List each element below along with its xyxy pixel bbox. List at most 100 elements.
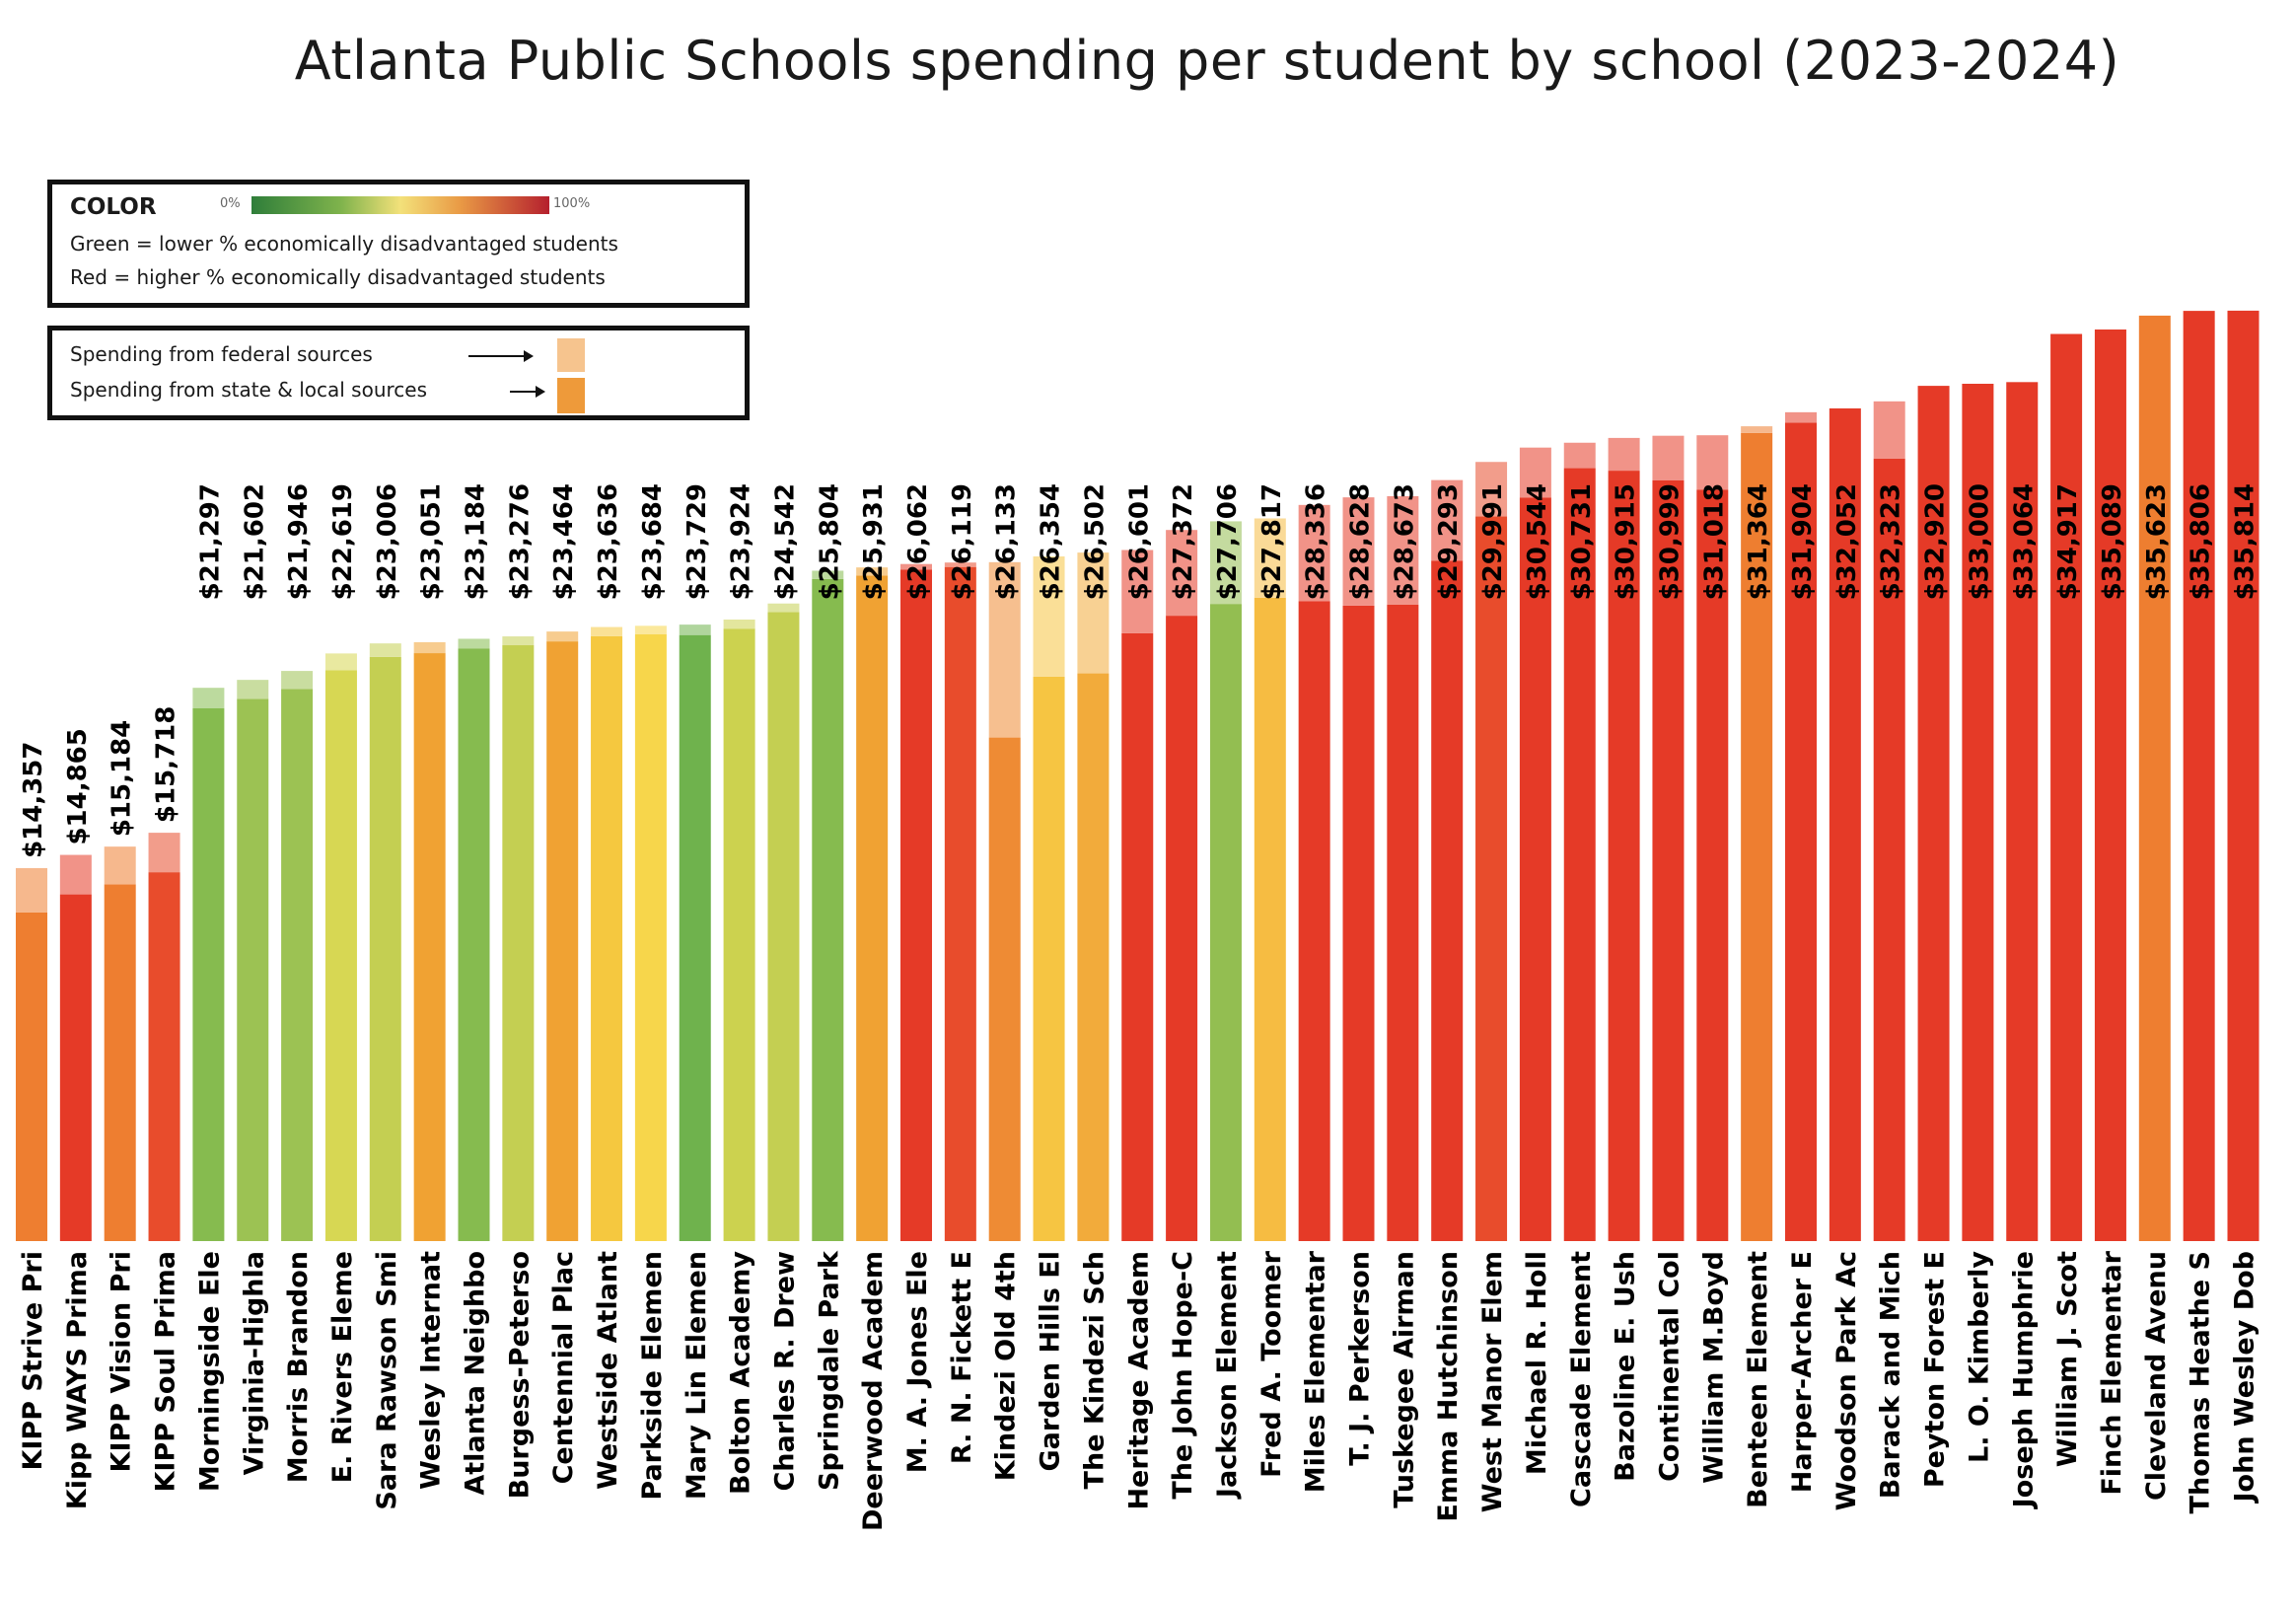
bar-value-label: $33,000 <box>1965 483 1994 600</box>
bar-value-label: $35,806 <box>2187 483 2216 600</box>
category-tick-label: E. Rivers Eleme <box>327 1251 358 1483</box>
bar-federal <box>900 563 932 570</box>
bar-value-label: $26,119 <box>948 483 977 600</box>
bar-federal <box>1077 552 1110 674</box>
bar-federal <box>767 603 800 613</box>
bar-state-local <box>1475 516 1508 1241</box>
bar-value-label: $29,991 <box>1478 483 1508 600</box>
bar-state-local <box>2138 315 2171 1241</box>
bar-state-local <box>59 894 92 1241</box>
bar-federal <box>1475 462 1508 517</box>
category-tick-label: John Wesley Dob <box>2230 1251 2260 1504</box>
bar-value-label: $15,184 <box>108 720 137 837</box>
bar-state-local <box>856 575 889 1241</box>
bar-value-label: $28,673 <box>1390 483 1419 600</box>
bar-state-local <box>192 707 225 1241</box>
bar-value-label: $32,052 <box>1832 483 1862 600</box>
bar-value-label: $27,817 <box>1257 483 1287 600</box>
category-tick-label: Barack and Mich <box>1876 1251 1906 1499</box>
color-scale-gradient <box>251 196 549 214</box>
bar-federal <box>237 680 269 699</box>
bar-federal <box>1696 435 1729 490</box>
bar-federal <box>1121 550 1154 633</box>
bar-state-local <box>1608 471 1640 1242</box>
category-tick-label: L. O. Kimberly <box>1964 1251 1994 1463</box>
bar-state-local <box>237 698 269 1241</box>
bar-federal <box>59 854 92 895</box>
bar-state-local <box>413 653 446 1241</box>
bar-state-local <box>281 689 314 1241</box>
bar-federal <box>679 624 711 635</box>
bar-value-label: $23,924 <box>727 483 756 600</box>
color-scale-max-label: 100% <box>553 196 591 211</box>
bar-federal <box>458 638 490 649</box>
bar-federal <box>502 636 535 646</box>
bar-federal <box>413 641 446 654</box>
category-tick-label: The John Hope-C <box>1168 1251 1198 1500</box>
bar-federal <box>812 570 844 579</box>
category-tick-label: R. N. Fickett E <box>947 1251 977 1464</box>
bar-federal <box>1608 437 1640 472</box>
bar-state-local <box>1431 560 1464 1241</box>
federal-legend-label: Spending from federal sources <box>70 342 373 366</box>
bar-federal <box>546 631 579 642</box>
category-tick-label: Thomas Heathe S <box>2186 1251 2216 1513</box>
source-legend: Spending from federal sources Spending f… <box>47 326 750 420</box>
category-tick-label: Harper-Archer E <box>1787 1251 1818 1493</box>
bar-state-local <box>2094 329 2126 1242</box>
category-tick-label: West Manor Elem <box>1477 1251 1508 1512</box>
category-tick-label: Fred A. Toomer <box>1256 1250 1287 1478</box>
bar-value-label: $23,006 <box>373 483 402 600</box>
bar-value-label: $14,357 <box>19 742 48 858</box>
bar-state-local <box>900 569 932 1241</box>
bar-federal <box>1519 447 1551 498</box>
bar-federal <box>1785 411 1817 423</box>
bar-value-label: $23,684 <box>638 483 668 600</box>
bar-federal <box>104 846 136 885</box>
bar-value-label: $23,184 <box>462 483 491 600</box>
bar-value-label: $29,293 <box>1434 483 1464 600</box>
bar-state-local <box>502 645 535 1241</box>
category-tick-label: Burgess-Peterso <box>504 1251 535 1499</box>
category-tick-label: Bolton Academy <box>726 1251 756 1495</box>
category-tick-label: Mary Lin Elemen <box>682 1251 712 1500</box>
category-tick-label: Benteen Element <box>1743 1251 1773 1508</box>
category-tick-label: Emma Hutchinson <box>1433 1251 1464 1522</box>
bar-state-local <box>148 872 180 1241</box>
bar-value-label: $21,297 <box>195 483 225 600</box>
bar-value-label: $24,542 <box>770 483 800 600</box>
bar-state-local <box>1563 468 1596 1241</box>
category-tick-label: Cleveland Avenu <box>2141 1251 2172 1501</box>
category-tick-label: KIPP Soul Prima <box>151 1251 181 1493</box>
bar-federal <box>988 561 1021 738</box>
bar-value-label: $15,718 <box>152 706 181 823</box>
bar-federal <box>1387 495 1419 605</box>
category-tick-label: Charles R. Drew <box>769 1251 800 1492</box>
category-tick-label: Kipp WAYS Prima <box>62 1251 93 1509</box>
bar-value-label: $26,062 <box>903 483 933 600</box>
bar-federal <box>1431 479 1464 561</box>
state-legend-label: Spending from state & local sources <box>70 378 428 402</box>
bar-federal <box>1166 530 1198 617</box>
bar-value-label: $23,636 <box>594 483 623 600</box>
chart-title: Atlanta Public Schools spending per stud… <box>294 30 2120 92</box>
bar-state-local <box>369 656 401 1241</box>
bar-state-local <box>1298 601 1330 1241</box>
category-tick-label: Virginia-Highla <box>239 1251 269 1475</box>
bar-state-local <box>1387 604 1419 1241</box>
bar-value-label: $23,276 <box>505 483 535 600</box>
bar-federal <box>1563 442 1596 469</box>
category-tick-label: Morris Brandon <box>283 1251 314 1483</box>
bar-federal <box>1342 497 1375 606</box>
category-tick-label: Deerwood Academ <box>858 1251 889 1531</box>
bar-state-local <box>458 648 490 1241</box>
state-legend-swatch <box>557 378 585 413</box>
bar-state-local <box>812 578 844 1241</box>
bar-federal <box>1209 521 1242 605</box>
category-tick-label: Heritage Academ <box>1123 1251 1154 1510</box>
bar-federal <box>324 653 357 671</box>
bar-value-label: $32,920 <box>1921 483 1951 600</box>
bar-value-label: $26,354 <box>1037 483 1066 600</box>
bar-value-label: $27,372 <box>1169 483 1198 600</box>
bar-state-local <box>1917 386 1950 1241</box>
